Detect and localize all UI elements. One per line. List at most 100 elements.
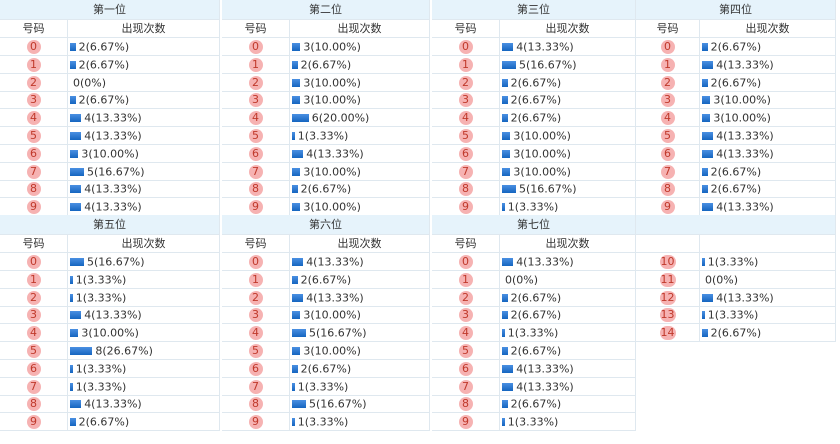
number-cell: 6 (636, 144, 700, 163)
number-ball: 9 (26, 415, 41, 430)
count-bar (70, 329, 79, 338)
number-cell: 10 (636, 253, 700, 271)
count-cell: 3(10.00%) (290, 306, 430, 325)
count-cell: 1(3.33%) (500, 324, 636, 343)
count-cell: 4(13.33%) (500, 38, 636, 56)
number-ball: 2 (26, 290, 41, 305)
count-label: 1(3.33%) (75, 273, 127, 287)
count-cell: 2(6.67%) (500, 91, 636, 110)
count-label: 3(10.00%) (713, 111, 771, 125)
count-cell: 4(13.33%) (68, 198, 220, 217)
number-cell: 4 (432, 109, 500, 128)
number-ball: 0 (248, 255, 263, 269)
number-cell: 12 (636, 288, 700, 307)
count-label: 3(10.00%) (303, 165, 361, 179)
header-number: 号码 (432, 235, 500, 253)
count-label: 3(10.00%) (303, 76, 361, 90)
number-cell: 8 (0, 180, 68, 199)
count-bar (502, 43, 514, 51)
count-cell: 4(13.33%) (700, 198, 836, 217)
number-cell: 3 (636, 91, 700, 110)
number-cell: 7 (0, 162, 68, 181)
count-label: 2(6.67%) (710, 40, 762, 54)
count-bar (70, 347, 93, 355)
number-ball: 0 (458, 40, 473, 54)
number-ball: 3 (248, 308, 263, 323)
count-label: 2(6.67%) (78, 58, 130, 72)
number-cell: 8 (432, 180, 500, 199)
count-bar (502, 382, 514, 391)
header-count: 出现次数 (290, 235, 430, 253)
number-cell: 3 (0, 91, 68, 110)
number-cell: 5 (432, 127, 500, 145)
number-cell: 3 (222, 91, 290, 110)
count-label: 4(13.33%) (516, 380, 574, 394)
number-cell: 5 (432, 342, 500, 360)
number-ball: 7 (458, 164, 473, 179)
panel-title: 第三位 (432, 0, 636, 20)
number-ball: 0 (26, 255, 41, 269)
count-label: 2(6.67%) (300, 182, 352, 196)
number-cell: 0 (222, 253, 290, 271)
number-cell: 8 (432, 395, 500, 414)
number-ball: 8 (248, 182, 263, 197)
count-cell: 1(3.33%) (68, 270, 220, 289)
count-cell: 5(16.67%) (68, 253, 220, 271)
number-ball: 0 (458, 255, 473, 269)
number-cell: 0 (432, 253, 500, 271)
count-bar (292, 60, 298, 69)
count-label: 2(6.67%) (510, 111, 562, 125)
count-bar (502, 60, 516, 69)
count-cell: 2(6.67%) (500, 73, 636, 92)
count-label: 1(3.33%) (75, 380, 127, 394)
count-label: 4(13.33%) (716, 58, 774, 72)
count-bar (70, 258, 84, 266)
number-cell: 7 (222, 377, 290, 396)
count-cell: 4(13.33%) (700, 288, 836, 307)
count-bar (292, 418, 295, 427)
count-label: 2(6.67%) (710, 165, 762, 179)
number-ball: 1 (248, 272, 263, 287)
number-cell: 3 (432, 306, 500, 325)
count-bar (702, 96, 711, 105)
count-bar (702, 78, 708, 87)
count-cell: 5(16.67%) (500, 55, 636, 74)
number-cell: 1 (432, 55, 500, 74)
count-bar (292, 114, 309, 123)
count-label: 4(13.33%) (84, 129, 142, 143)
count-label: 1(3.33%) (297, 380, 349, 394)
number-cell: 5 (636, 127, 700, 145)
count-label: 8(26.67%) (95, 344, 153, 358)
count-bar (702, 167, 708, 176)
count-bar (292, 78, 301, 87)
number-ball: 13 (659, 308, 676, 323)
number-ball: 1 (248, 57, 263, 72)
header-count (700, 235, 836, 253)
number-cell: 1 (222, 55, 290, 74)
count-label: 0(0%) (73, 76, 107, 90)
count-label: 3(10.00%) (303, 344, 361, 358)
number-ball: 3 (26, 93, 41, 108)
number-ball: 6 (458, 361, 473, 376)
count-bar (502, 364, 514, 373)
count-cell: 4(13.33%) (68, 127, 220, 145)
count-cell: 4(13.33%) (290, 288, 430, 307)
panel-title (636, 215, 836, 235)
count-bar (292, 167, 301, 176)
number-ball: 1 (26, 57, 41, 72)
number-ball: 1 (458, 57, 473, 72)
number-ball: 12 (659, 290, 676, 305)
number-ball: 6 (26, 361, 41, 376)
count-bar (70, 418, 76, 427)
number-ball: 7 (458, 379, 473, 394)
count-label: 3(10.00%) (513, 129, 571, 143)
count-label: 2(6.67%) (510, 93, 562, 107)
number-cell: 0 (222, 38, 290, 56)
count-cell: 4(13.33%) (500, 359, 636, 378)
count-cell: 3(10.00%) (290, 198, 430, 217)
count-bar (70, 275, 73, 284)
count-cell: 2(6.67%) (500, 109, 636, 128)
number-cell: 4 (0, 109, 68, 128)
number-ball: 9 (458, 200, 473, 215)
count-cell: 1(3.33%) (290, 127, 430, 145)
